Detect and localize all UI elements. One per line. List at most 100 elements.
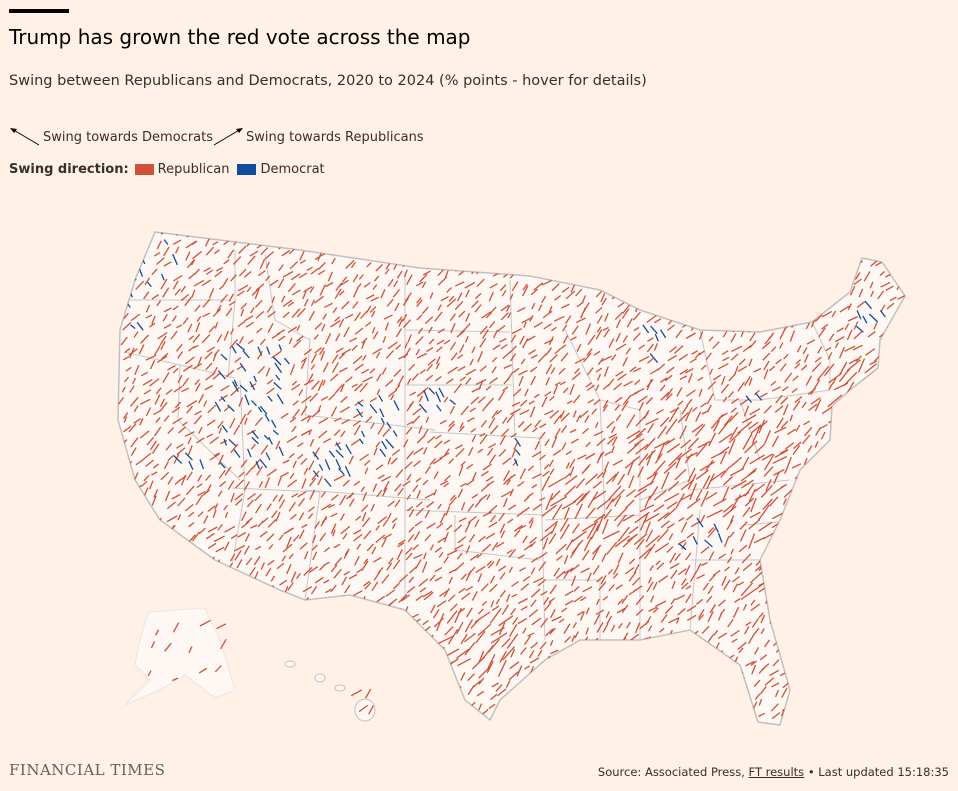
republican-swing-arrow[interactable] [887,481,895,490]
republican-swing-arrow[interactable] [155,417,161,424]
republican-swing-arrow[interactable] [687,437,700,450]
republican-swing-arrow[interactable] [481,329,489,339]
republican-swing-arrow[interactable] [592,480,603,489]
republican-swing-arrow[interactable] [250,230,257,240]
republican-swing-arrow[interactable] [448,496,457,506]
republican-swing-arrow[interactable] [395,468,404,479]
republican-swing-arrow[interactable] [241,605,248,611]
democrat-swing-arrow[interactable] [678,543,687,551]
republican-swing-arrow[interactable] [414,686,424,692]
democrat-swing-arrow[interactable] [379,408,385,418]
republican-swing-arrow[interactable] [474,611,491,623]
republican-swing-arrow[interactable] [794,675,805,682]
republican-swing-arrow[interactable] [664,254,672,264]
republican-swing-arrow[interactable] [397,542,405,548]
republican-swing-arrow[interactable] [686,297,691,304]
republican-swing-arrow[interactable] [291,648,298,654]
republican-swing-arrow[interactable] [890,464,897,476]
republican-swing-arrow[interactable] [272,494,278,502]
republican-swing-arrow[interactable] [412,407,422,416]
republican-swing-arrow[interactable] [887,494,896,503]
republican-swing-arrow[interactable] [413,553,423,560]
republican-swing-arrow[interactable] [815,573,825,591]
republican-swing-arrow[interactable] [674,692,684,702]
republican-swing-arrow[interactable] [354,311,362,322]
republican-swing-arrow[interactable] [240,302,248,310]
republican-swing-arrow[interactable] [345,650,353,658]
republican-swing-arrow[interactable] [706,291,714,300]
republican-swing-arrow[interactable] [180,474,187,486]
republican-swing-arrow[interactable] [696,292,705,302]
republican-swing-arrow[interactable] [491,229,497,238]
republican-swing-arrow[interactable] [254,287,261,300]
republican-swing-arrow[interactable] [886,334,892,342]
republican-swing-arrow[interactable] [205,246,214,256]
democrat-swing-arrow[interactable] [513,458,519,467]
republican-swing-arrow[interactable] [816,682,825,691]
republican-swing-arrow[interactable] [581,232,591,241]
republican-swing-arrow[interactable] [750,660,758,666]
republican-swing-arrow[interactable] [401,594,411,602]
republican-swing-arrow[interactable] [549,354,558,363]
republican-swing-arrow[interactable] [248,715,257,724]
republican-swing-arrow[interactable] [748,533,756,550]
republican-swing-arrow[interactable] [377,474,385,480]
republican-swing-arrow[interactable] [810,225,816,233]
republican-swing-arrow[interactable] [245,628,251,638]
republican-swing-arrow[interactable] [659,627,665,633]
republican-swing-arrow[interactable] [639,504,655,513]
republican-swing-arrow[interactable] [824,668,830,676]
republican-swing-arrow[interactable] [372,690,382,697]
republican-swing-arrow[interactable] [299,542,308,550]
republican-swing-arrow[interactable] [848,446,856,454]
republican-swing-arrow[interactable] [225,369,235,378]
republican-swing-arrow[interactable] [500,343,508,350]
republican-swing-arrow[interactable] [143,389,152,395]
republican-swing-arrow[interactable] [176,324,183,329]
republican-swing-arrow[interactable] [312,707,320,713]
republican-swing-arrow[interactable] [587,491,599,509]
republican-swing-arrow[interactable] [804,670,809,677]
republican-swing-arrow[interactable] [681,542,687,550]
republican-swing-arrow[interactable] [646,581,654,593]
republican-swing-arrow[interactable] [745,621,752,627]
republican-swing-arrow[interactable] [899,597,905,608]
republican-swing-arrow[interactable] [130,540,141,548]
republican-swing-arrow[interactable] [539,454,546,461]
republican-swing-arrow[interactable] [245,517,253,524]
republican-swing-arrow[interactable] [186,471,193,481]
republican-swing-arrow[interactable] [233,657,239,667]
republican-swing-arrow[interactable] [550,367,556,375]
republican-swing-arrow[interactable] [748,358,753,367]
republican-swing-arrow[interactable] [202,298,211,308]
republican-swing-arrow[interactable] [404,246,411,255]
republican-swing-arrow[interactable] [235,583,243,594]
republican-swing-arrow[interactable] [123,494,131,500]
republican-swing-arrow[interactable] [387,341,398,350]
republican-swing-arrow[interactable] [393,280,399,288]
republican-swing-arrow[interactable] [365,415,373,423]
republican-swing-arrow[interactable] [338,367,348,373]
republican-swing-arrow[interactable] [747,636,754,645]
republican-swing-arrow[interactable] [145,581,155,592]
republican-swing-arrow[interactable] [612,459,623,466]
republican-swing-arrow[interactable] [749,224,758,234]
republican-swing-arrow[interactable] [349,498,355,507]
republican-swing-arrow[interactable] [550,490,561,501]
republican-swing-arrow[interactable] [223,259,230,265]
republican-swing-arrow[interactable] [602,404,609,412]
democrat-swing-arrow[interactable] [345,444,352,455]
republican-swing-arrow[interactable] [482,254,489,262]
republican-swing-arrow[interactable] [738,544,748,553]
republican-swing-arrow[interactable] [706,280,715,288]
republican-swing-arrow[interactable] [615,414,622,422]
republican-swing-arrow[interactable] [665,687,673,696]
republican-swing-arrow[interactable] [355,515,362,521]
republican-swing-arrow[interactable] [749,570,765,584]
republican-swing-arrow[interactable] [744,497,755,507]
republican-swing-arrow[interactable] [359,641,370,649]
republican-swing-arrow[interactable] [488,454,497,464]
republican-swing-arrow[interactable] [705,595,713,604]
republican-swing-arrow[interactable] [267,322,274,333]
republican-swing-arrow[interactable] [793,248,803,258]
